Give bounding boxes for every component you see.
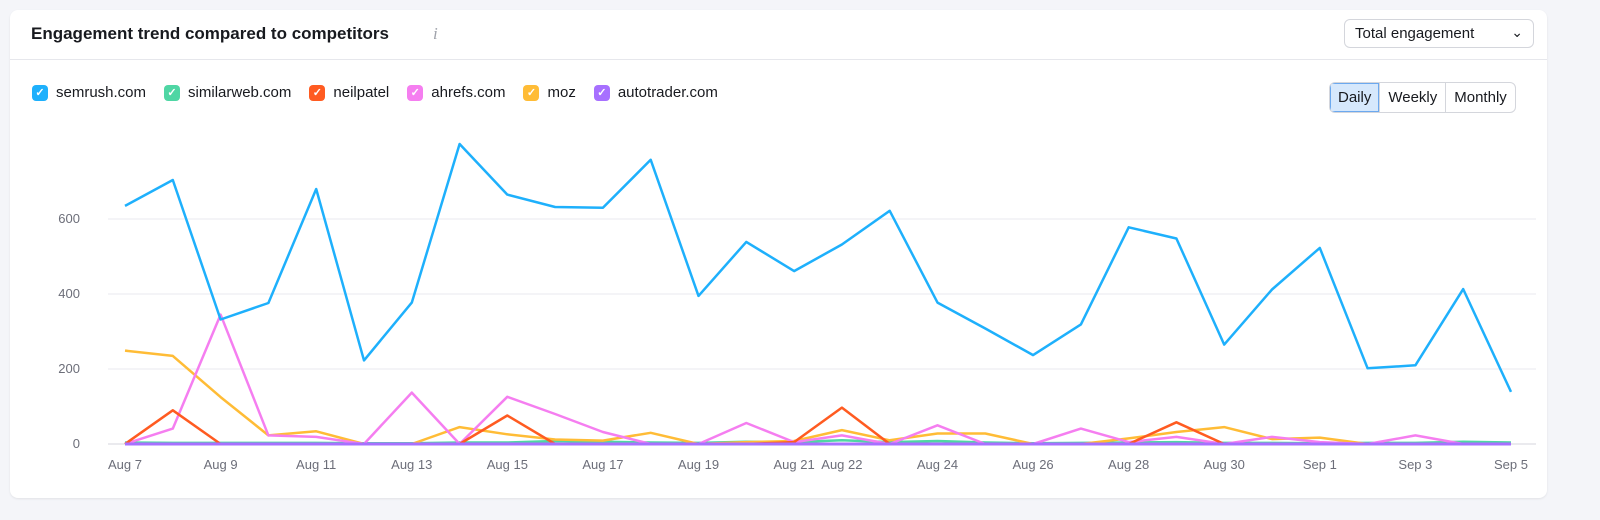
chevron-down-icon: ⌄ bbox=[1511, 24, 1523, 40]
x-tick-label: Aug 28 bbox=[1108, 457, 1149, 472]
checkbox-icon[interactable]: ✓ bbox=[593, 84, 610, 101]
x-tick-label: Aug 26 bbox=[1012, 457, 1053, 472]
legend-label: moz bbox=[547, 84, 576, 101]
checkbox-icon[interactable]: ✓ bbox=[523, 84, 540, 101]
legend-item-ahrefs-com[interactable]: ✓ ahrefs.com bbox=[407, 84, 505, 101]
x-tick-label: Sep 5 bbox=[1494, 457, 1528, 472]
x-tick-label: Aug 30 bbox=[1204, 457, 1245, 472]
period-weekly-button[interactable]: Weekly bbox=[1379, 83, 1445, 112]
card-header: Engagement trend compared to competitors… bbox=[10, 10, 1547, 60]
x-tick-label: Aug 11 bbox=[296, 457, 336, 472]
legend-label: similarweb.com bbox=[188, 84, 292, 101]
series-line-semrush-com bbox=[124, 142, 1513, 393]
x-tick-label: Aug 21 bbox=[774, 457, 815, 472]
card-title: Engagement trend compared to competitors bbox=[31, 24, 389, 43]
legend-label: semrush.com bbox=[56, 84, 147, 101]
period-toggle: Daily Weekly Monthly bbox=[1329, 82, 1516, 113]
info-icon[interactable]: i bbox=[433, 24, 438, 43]
legend-item-neilpatel[interactable]: ✓ neilpatel bbox=[309, 84, 389, 101]
checkbox-icon[interactable]: ✓ bbox=[164, 84, 181, 101]
x-tick-label: Aug 24 bbox=[917, 457, 958, 472]
legend-item-semrush-com[interactable]: ✓ semrush.com bbox=[32, 84, 146, 101]
x-tick-label: Aug 19 bbox=[678, 457, 719, 472]
chart-legend: ✓ semrush.com ✓ similarweb.com ✓ neilpatel ✓ ah… bbox=[32, 84, 718, 101]
x-tick-label: Aug 17 bbox=[582, 457, 623, 472]
y-tick-label: 400 bbox=[58, 286, 80, 301]
checkbox-icon[interactable]: ✓ bbox=[407, 84, 424, 101]
x-tick-label: Aug 9 bbox=[204, 457, 238, 472]
x-tick-label: Sep 3 bbox=[1398, 457, 1432, 472]
engagement-trend-card: Engagement trend compared to competitors… bbox=[10, 10, 1547, 498]
x-tick-label: Aug 22 bbox=[821, 457, 862, 472]
y-tick-label: 600 bbox=[58, 211, 80, 226]
y-tick-label: 0 bbox=[73, 436, 80, 451]
legend-item-moz[interactable]: ✓ moz bbox=[523, 84, 576, 101]
x-tick-label: Aug 13 bbox=[391, 457, 432, 472]
y-tick-label: 200 bbox=[58, 361, 80, 376]
legend-label: ahrefs.com bbox=[431, 84, 506, 101]
checkbox-icon[interactable]: ✓ bbox=[309, 84, 326, 101]
metric-dropdown-value: Total engagement bbox=[1355, 25, 1475, 42]
legend-label: autotrader.com bbox=[617, 84, 718, 101]
period-monthly-button[interactable]: Monthly bbox=[1445, 83, 1515, 112]
x-tick-label: Sep 1 bbox=[1303, 457, 1337, 472]
legend-item-similarweb-com[interactable]: ✓ similarweb.com bbox=[164, 84, 291, 101]
legend-item-autotrader-com[interactable]: ✓ autotrader.com bbox=[593, 84, 718, 101]
checkbox-icon[interactable]: ✓ bbox=[32, 84, 48, 101]
series-line-moz bbox=[124, 349, 1511, 446]
legend-label: neilpatel bbox=[333, 84, 390, 101]
period-daily-button[interactable]: Daily bbox=[1330, 83, 1380, 112]
metric-dropdown[interactable]: Total engagement ⌄ bbox=[1344, 19, 1534, 48]
x-tick-label: Aug 7 bbox=[108, 457, 142, 472]
x-tick-label: Aug 15 bbox=[487, 457, 528, 472]
